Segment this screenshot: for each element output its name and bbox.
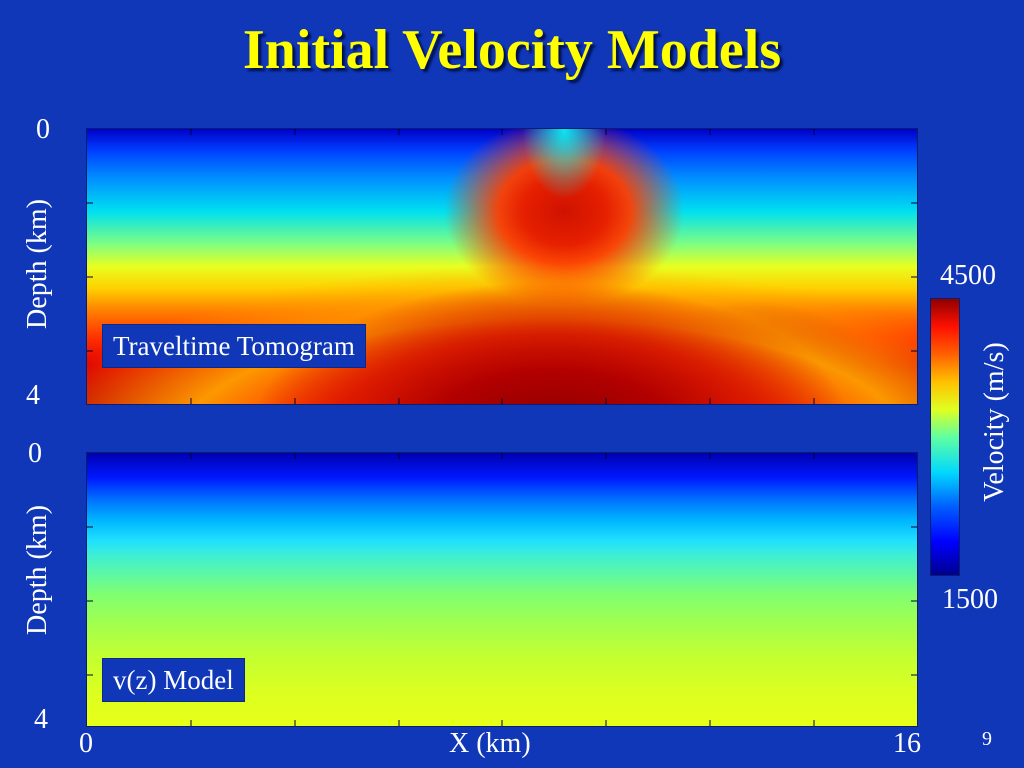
- bottom-ytick-0: 0: [28, 438, 42, 469]
- xtick-max: 16: [893, 728, 921, 759]
- top-ytick-4: 4: [26, 380, 40, 411]
- page-number: 9: [982, 728, 992, 750]
- top-ylabel: Depth (km): [22, 199, 53, 329]
- colorbar-min-label: 1500: [942, 584, 998, 615]
- colorbar-max-label: 4500: [940, 260, 996, 291]
- xaxis-label: X (km): [449, 728, 531, 759]
- bottom-ylabel: Depth (km): [22, 505, 53, 635]
- colorbar-title: Velocity (m/s): [979, 342, 1010, 502]
- colorbar: [930, 298, 960, 576]
- tomogram-label: Traveltime Tomogram: [102, 324, 366, 368]
- bottom-ytick-4: 4: [34, 704, 48, 735]
- slide-title: Initial Velocity Models: [242, 19, 782, 81]
- vz-model-label: v(z) Model: [102, 658, 245, 702]
- xtick-min: 0: [79, 728, 93, 759]
- top-ytick-0: 0: [36, 114, 50, 145]
